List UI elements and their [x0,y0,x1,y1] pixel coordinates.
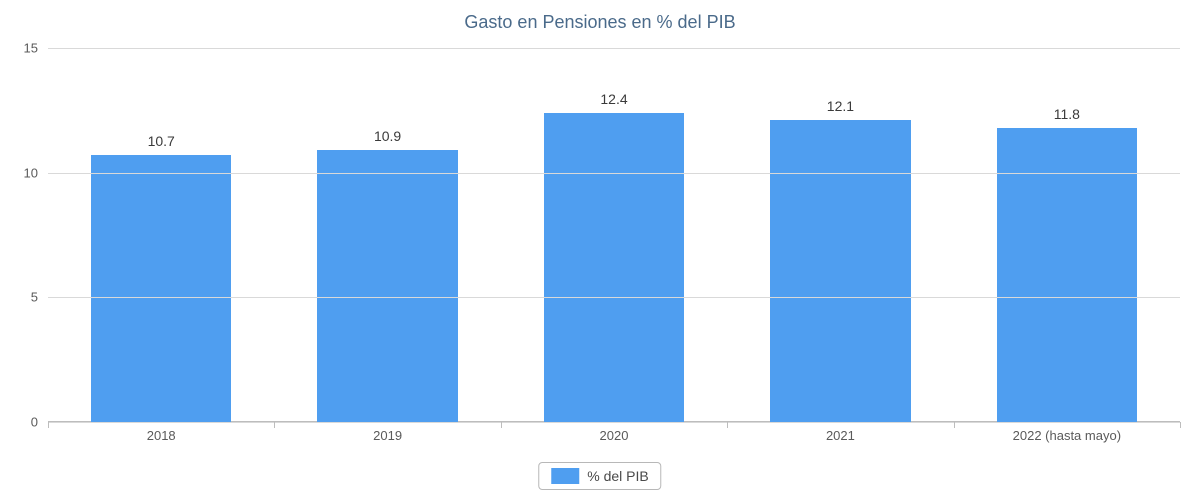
chart-title: Gasto en Pensiones en % del PIB [0,12,1200,33]
x-axis-label: 2022 (hasta mayo) [954,428,1180,443]
legend: % del PIB [538,462,661,490]
y-tick-label: 0 [31,415,38,430]
bar-value-label: 10.9 [374,128,401,144]
bar-slot: 11.8 [954,48,1180,422]
bar-value-label: 12.1 [827,98,854,114]
bar: 10.7 [91,155,231,422]
bar-slot: 10.9 [274,48,500,422]
gridline [48,173,1180,174]
y-tick-label: 5 [31,290,38,305]
bar-slot: 10.7 [48,48,274,422]
legend-swatch [551,468,579,484]
gridline [48,297,1180,298]
bars-container: 10.7 10.9 12.4 12.1 11.8 [48,48,1180,422]
x-axis-label: 2021 [727,428,953,443]
bar-slot: 12.1 [727,48,953,422]
bar: 12.4 [544,113,684,422]
bar: 12.1 [770,120,910,422]
x-axis-label: 2019 [274,428,500,443]
legend-label: % del PIB [587,468,648,484]
bar: 10.9 [317,150,457,422]
x-axis-label: 2020 [501,428,727,443]
bar-value-label: 10.7 [148,133,175,149]
bar-value-label: 11.8 [1054,106,1080,122]
y-tick-label: 10 [24,165,38,180]
plot-area: 10.710.912.412.111.8 051015 [48,48,1180,422]
y-tick-label: 15 [24,41,38,56]
x-axis-labels: 20182019202020212022 (hasta mayo) [48,428,1180,443]
pension-gdp-chart: Gasto en Pensiones en % del PIB 10.7 10.9… [0,0,1200,500]
gridline [48,48,1180,49]
bar-value-label: 12.4 [600,91,627,107]
bar-slot: 12.4 [501,48,727,422]
x-tick [1180,422,1181,428]
x-axis-label: 2018 [48,428,274,443]
